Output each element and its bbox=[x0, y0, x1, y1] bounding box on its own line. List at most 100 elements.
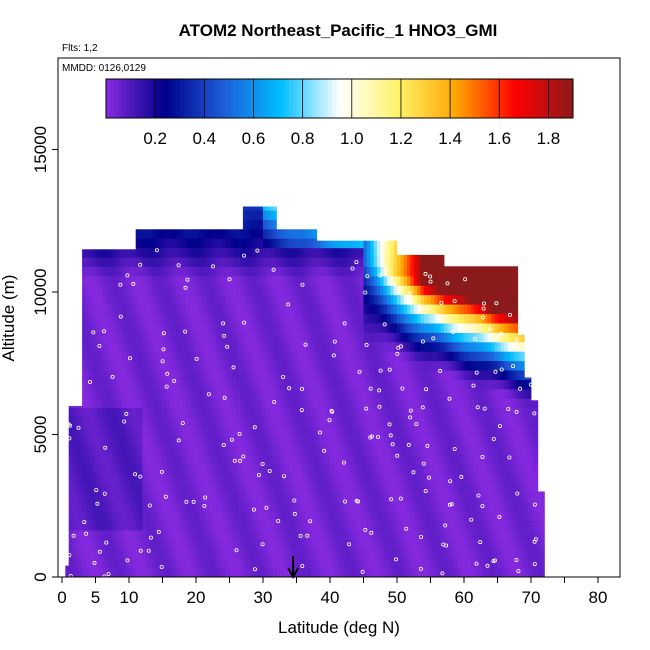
heatmap-cell bbox=[460, 426, 465, 437]
heatmap-cell bbox=[393, 370, 398, 380]
heatmap-cell bbox=[521, 398, 525, 409]
heatmap-cell bbox=[293, 360, 297, 371]
heatmap-cell bbox=[330, 257, 334, 267]
heatmap-cell bbox=[142, 435, 147, 446]
heatmap-cell bbox=[494, 360, 498, 371]
heatmap-cell bbox=[380, 294, 385, 305]
heatmap-cell bbox=[467, 407, 472, 418]
heatmap-cell bbox=[232, 407, 237, 418]
heatmap-cell bbox=[430, 370, 435, 380]
heatmap-cell bbox=[92, 257, 96, 267]
heatmap-cell bbox=[343, 266, 348, 277]
heatmap-cell bbox=[450, 492, 455, 503]
heatmap-cell bbox=[216, 567, 220, 578]
heatmap-cell bbox=[175, 520, 180, 531]
heatmap-cell bbox=[356, 341, 361, 352]
heatmap-cell bbox=[206, 445, 210, 456]
heatmap-cell bbox=[450, 407, 455, 418]
heatmap-cell bbox=[366, 445, 371, 456]
heatmap-cell bbox=[149, 454, 153, 465]
heatmap-cell bbox=[246, 558, 250, 568]
heatmap-cell bbox=[108, 398, 113, 409]
heatmap-cell bbox=[202, 323, 207, 333]
heatmap-cell bbox=[343, 501, 348, 512]
heatmap-cell bbox=[427, 388, 431, 399]
heatmap-cell bbox=[108, 360, 113, 371]
heatmap-cell bbox=[443, 266, 448, 267]
heatmap-cell bbox=[524, 379, 529, 390]
heatmap-cell bbox=[112, 379, 116, 390]
heatmap-cell bbox=[460, 266, 465, 267]
heatmap-cell bbox=[494, 473, 498, 484]
heatmap-cell bbox=[289, 370, 294, 380]
heatmap-cell bbox=[480, 548, 485, 559]
heatmap-cell bbox=[340, 388, 344, 399]
heatmap-cell bbox=[303, 266, 307, 277]
heatmap-cell bbox=[460, 341, 465, 352]
heatmap-cell bbox=[490, 511, 495, 521]
heatmap-cell bbox=[199, 370, 204, 380]
heatmap-cell bbox=[249, 398, 254, 409]
heatmap-cell bbox=[115, 332, 120, 343]
heatmap-cell bbox=[467, 388, 472, 399]
heatmap-cell bbox=[484, 351, 488, 362]
heatmap-cell bbox=[393, 520, 398, 531]
heatmap-cell bbox=[165, 445, 170, 456]
sample-point bbox=[368, 386, 373, 391]
heatmap-cell bbox=[293, 332, 297, 343]
heatmap-cell bbox=[139, 407, 143, 418]
heatmap-cell bbox=[219, 435, 224, 446]
heatmap-cell bbox=[346, 398, 351, 409]
heatmap-cell bbox=[115, 294, 120, 305]
heatmap-cell bbox=[142, 294, 147, 305]
heatmap-cell bbox=[390, 558, 395, 568]
heatmap-cell bbox=[470, 304, 475, 315]
heatmap-cell bbox=[119, 454, 123, 465]
heatmap-cell bbox=[433, 257, 438, 267]
heatmap-cell bbox=[490, 473, 495, 484]
heatmap-cell bbox=[72, 492, 76, 503]
heatmap-cell bbox=[527, 492, 532, 503]
heatmap-cell bbox=[139, 482, 143, 493]
heatmap-cell bbox=[269, 548, 274, 559]
heatmap-cell bbox=[236, 407, 240, 418]
heatmap-cell bbox=[417, 276, 421, 286]
heatmap-cell bbox=[363, 370, 368, 380]
heatmap-cell bbox=[316, 304, 321, 315]
heatmap-cell bbox=[443, 398, 448, 409]
heatmap-cell bbox=[517, 351, 522, 362]
heatmap-cell bbox=[303, 407, 307, 418]
heatmap-cell bbox=[179, 464, 184, 474]
heatmap-cell bbox=[500, 435, 505, 446]
heatmap-cell bbox=[229, 238, 234, 249]
heatmap-cell bbox=[531, 548, 535, 559]
heatmap-cell bbox=[159, 313, 163, 324]
heatmap-cell bbox=[440, 254, 445, 258]
heatmap-cell bbox=[253, 341, 257, 352]
heatmap-cell bbox=[433, 254, 438, 258]
heatmap-cell bbox=[366, 379, 371, 390]
heatmap-cell bbox=[152, 445, 157, 456]
heatmap-cell bbox=[390, 482, 395, 493]
heatmap-cell bbox=[323, 435, 328, 446]
heatmap-cell bbox=[309, 482, 314, 493]
heatmap-cell bbox=[159, 473, 163, 484]
heatmap-cell bbox=[229, 407, 234, 418]
heatmap-cell bbox=[226, 294, 230, 305]
heatmap-cell bbox=[497, 304, 502, 315]
heatmap-cell bbox=[236, 332, 240, 343]
heatmap-cell bbox=[219, 332, 224, 343]
heatmap-cell bbox=[393, 341, 398, 352]
heatmap-cell bbox=[386, 360, 391, 371]
heatmap-cell bbox=[366, 501, 371, 512]
heatmap-cell bbox=[132, 313, 137, 324]
heatmap-cell bbox=[189, 539, 193, 550]
heatmap-cell bbox=[373, 294, 378, 305]
heatmap-cell bbox=[386, 240, 391, 249]
heatmap-cell bbox=[182, 294, 187, 305]
heatmap-cell bbox=[293, 313, 297, 324]
heatmap-cell bbox=[356, 304, 361, 315]
heatmap-cell bbox=[534, 400, 539, 409]
heatmap-cell bbox=[256, 558, 260, 568]
heatmap-cell bbox=[185, 360, 190, 371]
